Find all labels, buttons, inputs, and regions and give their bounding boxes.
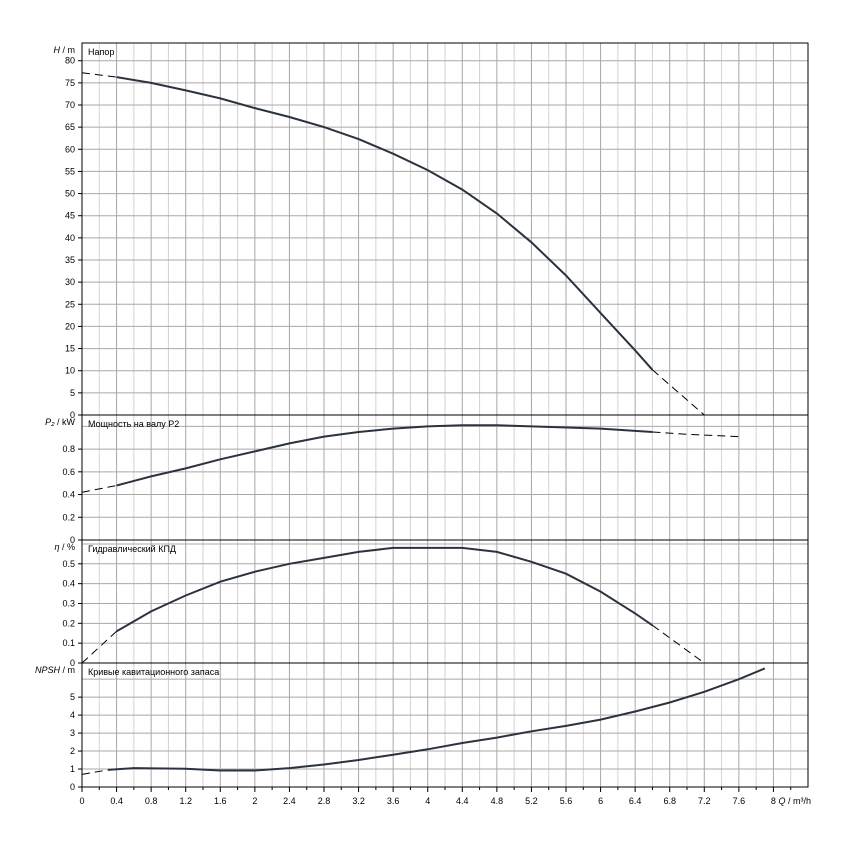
curve-extrapolated-end-efficiency xyxy=(652,624,705,664)
y-tick-label-head: 65 xyxy=(65,122,75,132)
curve-layer xyxy=(81,72,766,775)
x-tick-label: 6 xyxy=(598,796,603,806)
y-axis-unit: / m xyxy=(63,665,76,675)
y-tick-label-power: 0 xyxy=(70,535,75,545)
y-axis-label-efficiency: η / % xyxy=(54,542,75,552)
x-tick-label: 3.6 xyxy=(387,796,400,806)
y-tick-label-power: 0.8 xyxy=(62,444,75,454)
y-tick-label-head: 60 xyxy=(65,144,75,154)
y-tick-label-npsh: 1 xyxy=(70,764,75,774)
y-tick-label-head: 80 xyxy=(65,56,75,66)
curve-extrapolated-start-efficiency xyxy=(81,630,117,664)
y-tick-label-efficiency: 0.3 xyxy=(62,598,75,608)
y-tick-label-head: 25 xyxy=(65,299,75,309)
y-tick-label-npsh: 4 xyxy=(70,710,75,720)
y-tick-label-npsh: 2 xyxy=(70,746,75,756)
curve-efficiency xyxy=(116,546,653,633)
y-axis-label-head: H / m xyxy=(54,45,76,55)
x-tick-label: 5.6 xyxy=(560,796,573,806)
x-tick-label: 5.2 xyxy=(525,796,538,806)
frame-layer xyxy=(78,42,809,792)
y-tick-label-head: 35 xyxy=(65,255,75,265)
x-tick-label: 3.2 xyxy=(352,796,365,806)
y-tick-label-head: 50 xyxy=(65,189,75,199)
x-axis-label: Q / m³/h xyxy=(778,796,811,806)
y-tick-label-head: 15 xyxy=(65,344,75,354)
x-tick-label: 4.8 xyxy=(491,796,504,806)
y-axis-unit: / % xyxy=(62,542,75,552)
y-tick-label-head: 10 xyxy=(65,366,75,376)
x-tick-label: 4.4 xyxy=(456,796,469,806)
y-axis-label-power: P₂ / kW xyxy=(45,417,75,427)
y-tick-label-npsh: 5 xyxy=(70,692,75,702)
x-tick-label: 7.2 xyxy=(698,796,711,806)
y-axis-label-npsh: NPSH / m xyxy=(35,665,75,675)
x-tick-label: 8 xyxy=(771,796,776,806)
y-tick-label-head: 0 xyxy=(70,410,75,420)
curve-power xyxy=(116,424,653,487)
curve-extrapolated-start-npsh xyxy=(81,769,108,775)
panel-title-efficiency: Гидравлический КПД xyxy=(88,544,176,554)
y-tick-label-head: 45 xyxy=(65,211,75,221)
x-tick-label: 0.4 xyxy=(110,796,123,806)
curve-extrapolated-end-head xyxy=(652,369,705,416)
y-tick-label-power: 0.6 xyxy=(62,467,75,477)
y-axis-symbol: P₂ xyxy=(45,417,57,427)
curve-extrapolated-start-power xyxy=(81,485,117,493)
x-axis-symbol: Q xyxy=(778,796,788,806)
y-tick-label-npsh: 0 xyxy=(70,782,75,792)
curve-extrapolated-end-power xyxy=(652,431,739,438)
x-axis-unit: / m³/h xyxy=(788,796,811,806)
y-tick-label-power: 0.2 xyxy=(62,512,75,522)
curve-npsh xyxy=(107,667,766,772)
x-tick-label: 6.8 xyxy=(663,796,676,806)
y-tick-label-efficiency: 0.2 xyxy=(62,618,75,628)
curve-head xyxy=(116,76,654,371)
y-tick-label-efficiency: 0 xyxy=(70,658,75,668)
curve-extrapolated-start-head xyxy=(81,72,117,78)
y-tick-label-efficiency: 0.5 xyxy=(62,559,75,569)
y-tick-label-power: 0.4 xyxy=(62,490,75,500)
y-axis-symbol: H xyxy=(54,45,63,55)
y-tick-label-head: 30 xyxy=(65,277,75,287)
y-tick-label-head: 40 xyxy=(65,233,75,243)
x-tick-label: 0.8 xyxy=(145,796,158,806)
y-axis-unit: / m xyxy=(63,45,76,55)
x-tick-label: 2.8 xyxy=(318,796,331,806)
x-tick-label: 2.4 xyxy=(283,796,296,806)
x-tick-label: 1.6 xyxy=(214,796,227,806)
y-tick-label-efficiency: 0.1 xyxy=(62,638,75,648)
x-tick-label: 4 xyxy=(425,796,430,806)
panel-title-power: Мощность на валу P2 xyxy=(88,419,179,429)
y-tick-label-head: 70 xyxy=(65,100,75,110)
x-tick-label: 6.4 xyxy=(629,796,642,806)
y-axis-unit: / kW xyxy=(57,417,76,427)
y-axis-symbol: NPSH xyxy=(35,665,63,675)
x-tick-label: 1.2 xyxy=(179,796,192,806)
y-axis-symbol: η xyxy=(54,542,62,552)
x-tick-label: 0 xyxy=(79,796,84,806)
y-tick-label-head: 5 xyxy=(70,388,75,398)
y-tick-label-head: 20 xyxy=(65,321,75,331)
y-tick-label-efficiency: 0.4 xyxy=(62,579,75,589)
x-tick-label: 2 xyxy=(252,796,257,806)
y-tick-label-head: 75 xyxy=(65,78,75,88)
x-tick-label: 7.6 xyxy=(733,796,746,806)
panel-title-npsh: Кривые кавитационного запаса xyxy=(88,667,219,677)
panel-title-head: Напор xyxy=(88,47,114,57)
y-tick-label-npsh: 3 xyxy=(70,728,75,738)
y-tick-label-head: 55 xyxy=(65,166,75,176)
